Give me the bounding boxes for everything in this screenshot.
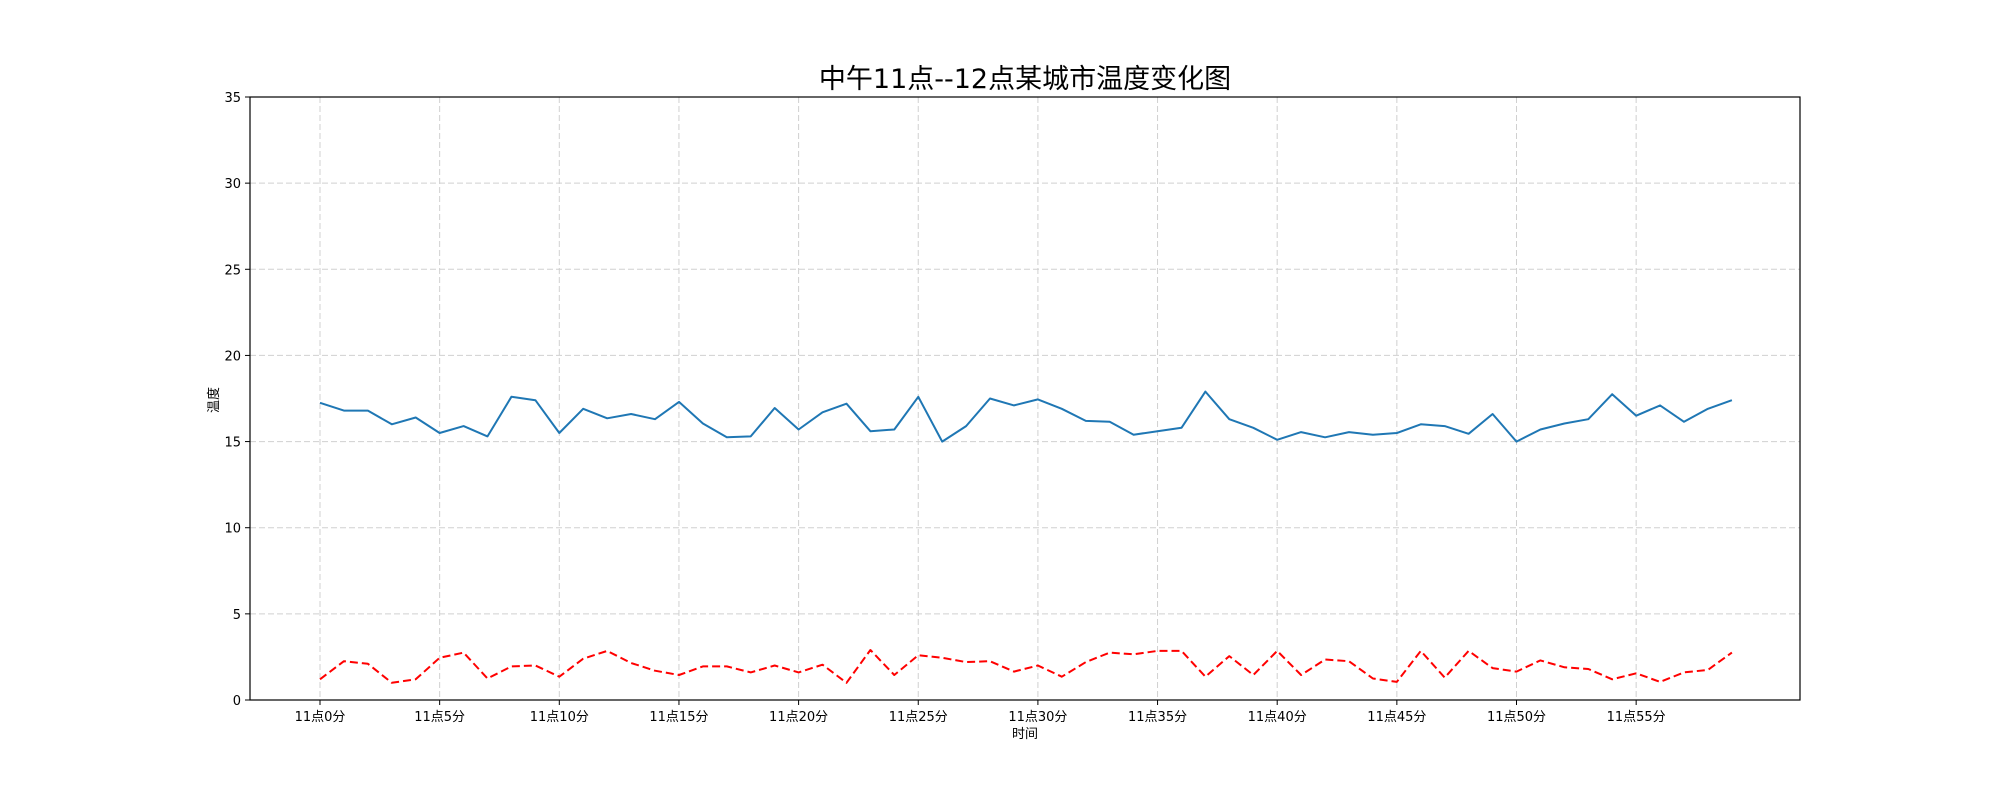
x-tick-label: 11点25分 [889, 710, 948, 725]
y-tick-label: 35 [224, 91, 241, 106]
y-axis-label: 温度 [206, 387, 222, 413]
y-tick-label: 5 [233, 608, 241, 623]
series-line-1 [319, 649, 1733, 684]
x-tick-label: 11点10分 [530, 710, 589, 725]
x-tick-label: 11点30分 [1008, 710, 1067, 725]
series-line-0 [319, 390, 1733, 443]
x-tick-label: 11点45分 [1367, 710, 1426, 725]
x-axis-label: 时间 [1012, 727, 1038, 742]
x-tick-label: 11点0分 [295, 710, 346, 725]
x-tick-label: 11点50分 [1487, 710, 1546, 725]
x-tick-label: 11点40分 [1248, 710, 1307, 725]
x-tick-label: 11点15分 [649, 710, 708, 725]
x-tick-label: 11点55分 [1607, 710, 1666, 725]
y-tick-label: 10 [224, 522, 241, 537]
x-tick-label: 11点20分 [769, 710, 828, 725]
plot-frame [249, 96, 1801, 701]
y-tick-label: 25 [224, 263, 241, 278]
chart-title: 中午11点--12点某城市温度变化图 [819, 64, 1231, 95]
y-tick-label: 20 [224, 349, 241, 364]
grid [250, 96, 1800, 701]
y-tick-label: 15 [224, 436, 241, 451]
y-tick-label: 0 [233, 694, 241, 709]
series-group [319, 390, 1733, 684]
ticks: 0 5 10 15 20 25 30 35 11点0分 11点5分 11点10分 11点15分 11点2… [224, 91, 1665, 725]
y-tick-label: 30 [224, 177, 241, 192]
x-tick-label: 11点35分 [1128, 710, 1187, 725]
x-tick-label: 11点5分 [414, 710, 465, 725]
